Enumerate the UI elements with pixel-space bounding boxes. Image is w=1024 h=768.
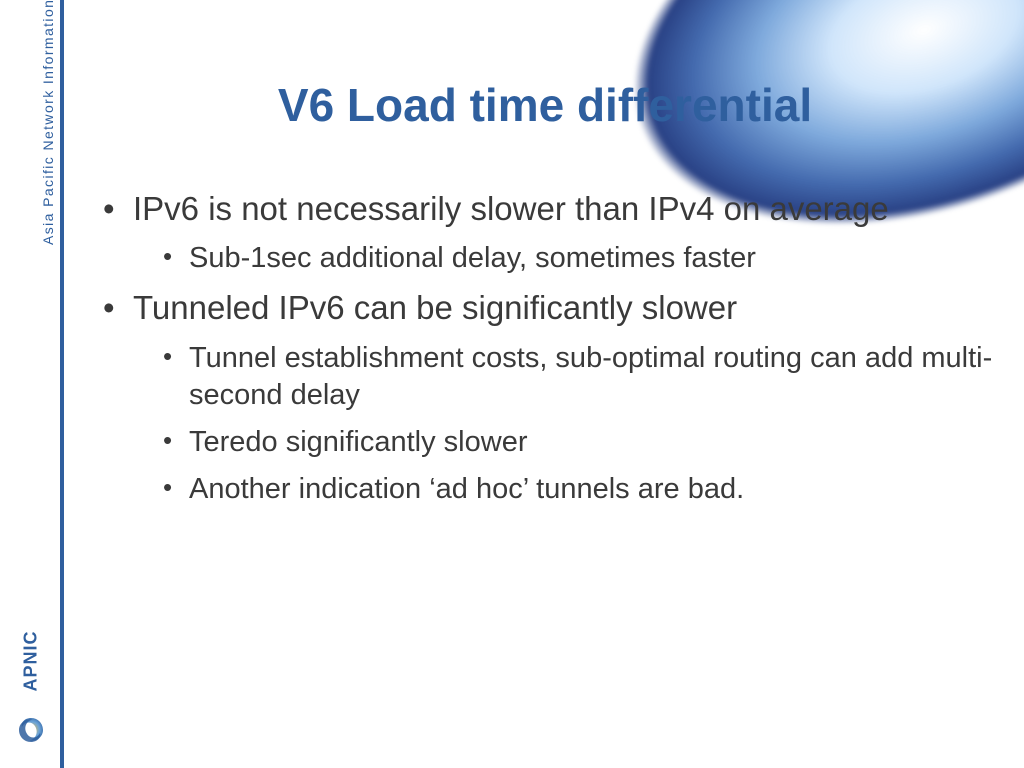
bullet-text: IPv6 is not necessarily slower than IPv4… bbox=[133, 190, 889, 227]
bullet-list: IPv6 is not necessarily slower than IPv4… bbox=[95, 188, 995, 508]
bullet-item: Tunneled IPv6 can be significantly slowe… bbox=[95, 287, 995, 508]
apnic-logo-text: APNIC bbox=[21, 642, 42, 692]
sub-bullet-list: Sub-1sec additional delay, sometimes fas… bbox=[133, 240, 995, 277]
rail-divider-line bbox=[60, 0, 64, 768]
sub-bullet-item: Sub-1sec additional delay, sometimes fas… bbox=[133, 240, 995, 277]
sub-bullet-item: Teredo significantly slower bbox=[133, 424, 995, 461]
sub-bullet-item: Another indication ‘ad hoc’ tunnels are … bbox=[133, 471, 995, 508]
slide-content: V6 Load time differential IPv6 is not ne… bbox=[95, 0, 995, 518]
sub-bullet-list: Tunnel establishment costs, sub-optimal … bbox=[133, 340, 995, 508]
apnic-swirl-icon bbox=[16, 715, 46, 745]
left-rail: Asia Pacific Network Information Centre … bbox=[0, 0, 68, 768]
bullet-text: Tunneled IPv6 can be significantly slowe… bbox=[133, 289, 737, 326]
rail-tagline: Asia Pacific Network Information Centre bbox=[40, 0, 56, 245]
bullet-item: IPv6 is not necessarily slower than IPv4… bbox=[95, 188, 995, 277]
apnic-logo: APNIC bbox=[6, 656, 56, 750]
slide-title: V6 Load time differential bbox=[95, 78, 995, 132]
sub-bullet-item: Tunnel establishment costs, sub-optimal … bbox=[133, 340, 995, 414]
